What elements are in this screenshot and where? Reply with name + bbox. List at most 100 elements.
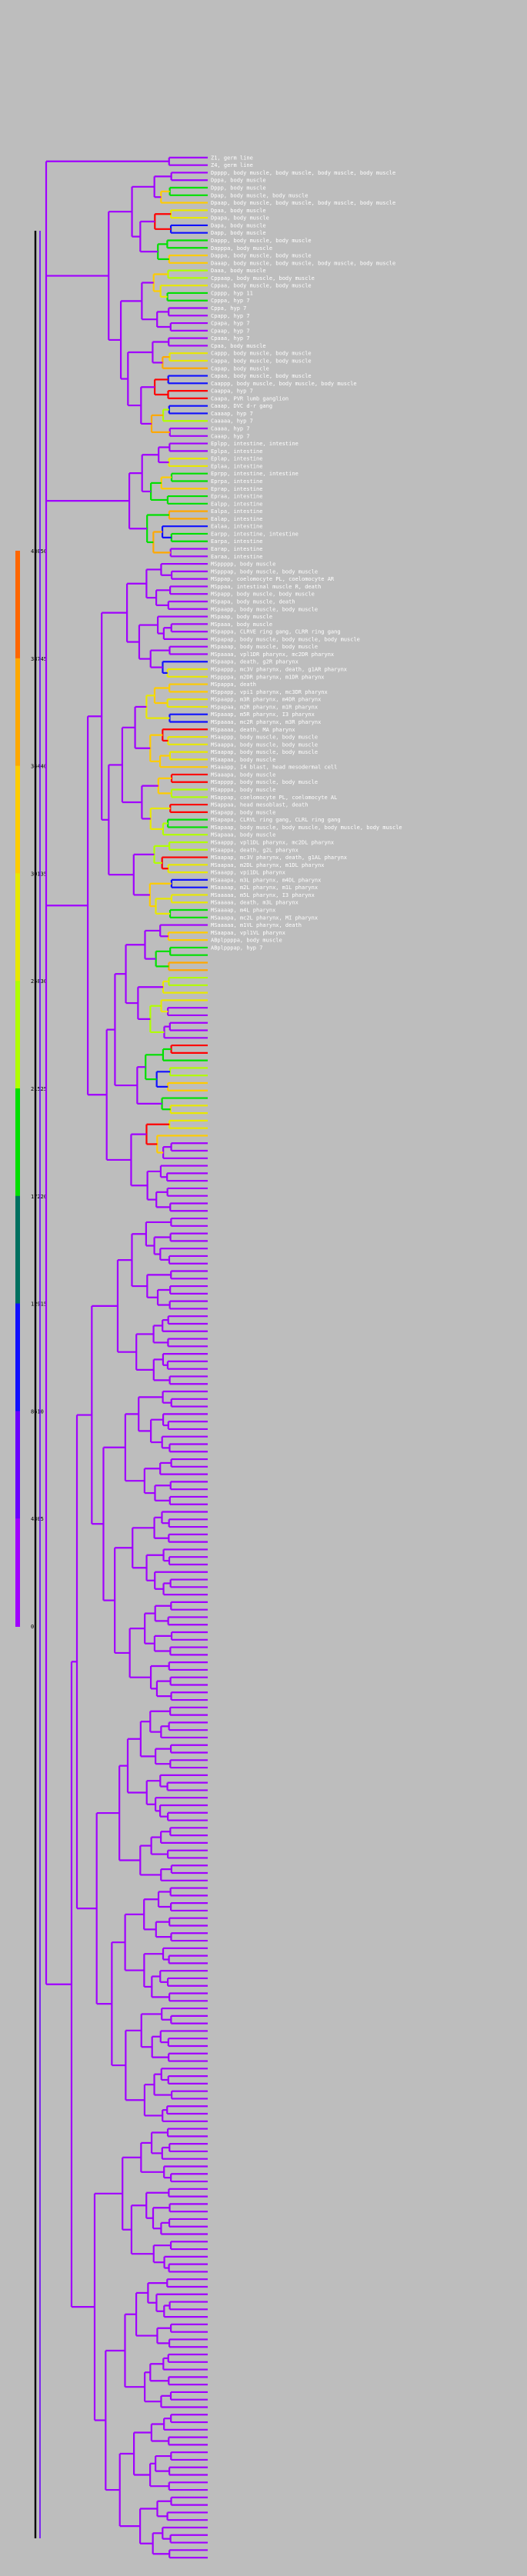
- leaf-label: Cpppp, hyp 11: [211, 290, 253, 296]
- leaf-label: MSppppp, body muscle: [211, 562, 275, 568]
- leaf-label: MSapppp, body muscle, body muscle: [211, 779, 318, 785]
- leaf-label: Z4, germ line: [211, 162, 253, 168]
- leaf-label: Cappp, body muscle, body muscle: [211, 351, 312, 357]
- leaf-label: Epraa, intestine: [211, 494, 262, 500]
- leaf-label: Dappa, body muscle, body muscle: [211, 253, 312, 259]
- leaf-label: MSappaa, head mesoblast, death: [211, 802, 308, 808]
- leaf-label: Dppp, body muscle: [211, 185, 266, 192]
- color-scale-segment: [15, 1518, 20, 1627]
- leaf-label: MSppppa, m2DR pharynx, m1DR pharynx: [211, 674, 325, 680]
- leaf-label: Cpaa, body muscle: [211, 343, 266, 349]
- leaf-label: Eprap, intestine: [211, 486, 262, 492]
- leaf-label: Eprpa, intestine: [211, 478, 262, 485]
- color-scale-tick-label: 0: [31, 1624, 34, 1630]
- leaf-label: Eplpa, intestine: [211, 448, 262, 455]
- leaf-label: Eplpp, intestine, intestine: [211, 441, 299, 447]
- leaf-label: Dpaa, body muscle: [211, 208, 266, 214]
- leaf-label: MSapaap, body muscle, body muscle, body …: [211, 825, 402, 831]
- leaf-label: Dppa, body muscle: [211, 178, 266, 184]
- color-scale-segment: [15, 1088, 20, 1197]
- leaf-label: MSppapp, vpi1 pharynx, mc3DR pharynx: [211, 689, 328, 695]
- leaf-label: MSpappa, death: [211, 681, 256, 688]
- leaf-label: Ealpa, intestine: [211, 508, 262, 515]
- leaf-label: MSaapaa, body muscle: [211, 757, 275, 763]
- leaf-label: MSapppa, body muscle: [211, 787, 275, 793]
- leaf-label: MSaappa, body muscle, body muscle: [211, 741, 318, 748]
- leaf-label: MSpaapp, body muscle, body muscle: [211, 606, 318, 612]
- leaf-label: Cppa, hyp 7: [211, 305, 246, 312]
- leaf-label: Dpapa, body muscle: [211, 215, 269, 222]
- leaf-label: MSappap, coelomocyte PL, coelomocyte AL: [211, 795, 337, 801]
- leaf-label: Caaaa, hyp 7: [211, 426, 250, 432]
- leaf-label: MSaaaap, m2L pharynx, m1L pharynx: [211, 885, 318, 891]
- leaf-label: MSpapp, body muscle, body muscle: [211, 592, 315, 598]
- leaf-label: MSaaapa, mc2L pharynx, MI pharynx: [211, 915, 318, 921]
- color-scale-tick-label: 43050: [31, 548, 47, 555]
- leaf-label: Dpap, body muscle, body muscle: [211, 192, 308, 198]
- leaf-label: Dapp, body muscle: [211, 230, 266, 236]
- leaf-label: Cppaap, body muscle, body muscle: [211, 275, 315, 282]
- color-scale-tick-label: 34440: [31, 764, 47, 770]
- leaf-label: MSpapa, body muscle, death: [211, 598, 295, 605]
- color-scale-segment: [15, 1411, 20, 1520]
- leaf-label: MSpappa, CLRVE ring gang, CLRR ring gang: [211, 629, 341, 635]
- color-scale-tick-label: 12915: [31, 1301, 47, 1308]
- leaf-label: Daaap, body muscle, body muscle, body mu…: [211, 260, 395, 266]
- leaf-label: ABplpppap, hyp 7: [211, 945, 262, 951]
- leaf-label: MSppaa, intestinal muscle R, death: [211, 584, 321, 590]
- leaf-label: MSpapaa, m2R pharynx, m1R pharynx: [211, 704, 318, 710]
- leaf-label: Dappp, body muscle, body muscle: [211, 238, 312, 244]
- leaf-label: Caaap, DVC d-r gang: [211, 403, 272, 409]
- leaf-label: MSaappa, death, g2L pharynx: [211, 847, 299, 853]
- leaf-label: MSpaaaa, death, MA pharynx: [211, 727, 295, 733]
- leaf-label: Cpaap, hyp 7: [211, 328, 250, 334]
- leaf-label: Dapa, body muscle: [211, 222, 266, 228]
- color-scale-tick-label: 4305: [31, 1516, 44, 1522]
- leaf-label: Caaaaa, hyp 7: [211, 418, 253, 425]
- leaf-label: Earap, intestine: [211, 546, 262, 552]
- leaf-label: Capap, body muscle: [211, 365, 269, 372]
- leaf-label: Dpaap, body muscle, body muscle, body mu…: [211, 200, 395, 206]
- leaf-label: Cpaaa, hyp 7: [211, 335, 250, 342]
- color-scale-tick-label: 25830: [31, 978, 47, 985]
- color-scale-tick-label: 21525: [31, 1086, 47, 1092]
- leaf-label: Caappp, body muscle, body muscle, body m…: [211, 381, 357, 387]
- leaf-label: Eplap, intestine: [211, 456, 262, 462]
- color-scale-segment: [15, 1303, 20, 1412]
- color-scale-tick-label: 38745: [31, 656, 47, 662]
- color-scale-segment: [15, 1195, 20, 1305]
- leaf-label: Daaa, body muscle: [211, 268, 266, 274]
- leaf-label: MSpaaap, body muscle, body muscle: [211, 644, 318, 650]
- leaf-label: Dpppp, body muscle, body muscle, body mu…: [211, 170, 395, 176]
- leaf-label: Caappa, hyp 7: [211, 388, 253, 395]
- leaf-label: Earaa, intestine: [211, 554, 262, 560]
- leaf-label: Z1, germ line: [211, 155, 253, 161]
- leaf-label: MSaappp, vpl1DL pharynx, mc2DL pharynx: [211, 839, 334, 845]
- color-scale-tick-label: 8610: [31, 1408, 44, 1415]
- leaf-label: MSapaaa, body muscle: [211, 832, 275, 838]
- leaf-label: MSaapap, body muscle, body muscle: [211, 749, 318, 755]
- leaf-label: MSpaaaa, vpl1DR pharynx, mc2DR pharynx: [211, 651, 334, 658]
- color-scale-segment: [15, 873, 20, 982]
- color-scale-tick-label: 30135: [31, 871, 47, 877]
- leaf-label: MSpaapa, death, g2R pharynx: [211, 659, 299, 665]
- leaf-label: Caaaap, hyp 7: [211, 411, 253, 417]
- leaf-label: Caaap, hyp 7: [211, 433, 250, 439]
- color-scale-segment: [15, 658, 20, 767]
- leaf-label: MSpppap, body muscle, body muscle: [211, 568, 318, 575]
- color-scale-tick-label: 17220: [31, 1194, 47, 1200]
- leaf-label: Caapa, PVR lumb ganglion: [211, 395, 289, 402]
- leaf-label: ABplppppa, body muscle: [211, 938, 282, 944]
- leaf-label: MSaaaaa, m5L pharynx, I3 pharynx: [211, 892, 315, 898]
- leaf-label: MSpaaaa, mc2R pharynx, m3R pharynx: [211, 719, 321, 725]
- leaf-label: Ealap, intestine: [211, 516, 262, 522]
- leaf-label: Eplaa, intestine: [211, 463, 262, 469]
- leaf-label: MSaaapp, vpi1DL pharynx: [211, 870, 285, 876]
- leaf-label: MSaaapa, body muscle: [211, 771, 275, 778]
- leaf-label: MSaaapa, m3L pharynx, m4DL pharynx: [211, 877, 321, 883]
- leaf-label: MSaapaa, vpl1VL pharynx: [211, 930, 285, 936]
- leaf-label: MSaaaap, m4L pharynx: [211, 908, 275, 914]
- leaf-label: MSpappp, mc3V pharynx, death, g1AR phary…: [211, 667, 347, 673]
- leaf-label: MSppap, coelomocyte PL, coelomocyte AR: [211, 576, 335, 582]
